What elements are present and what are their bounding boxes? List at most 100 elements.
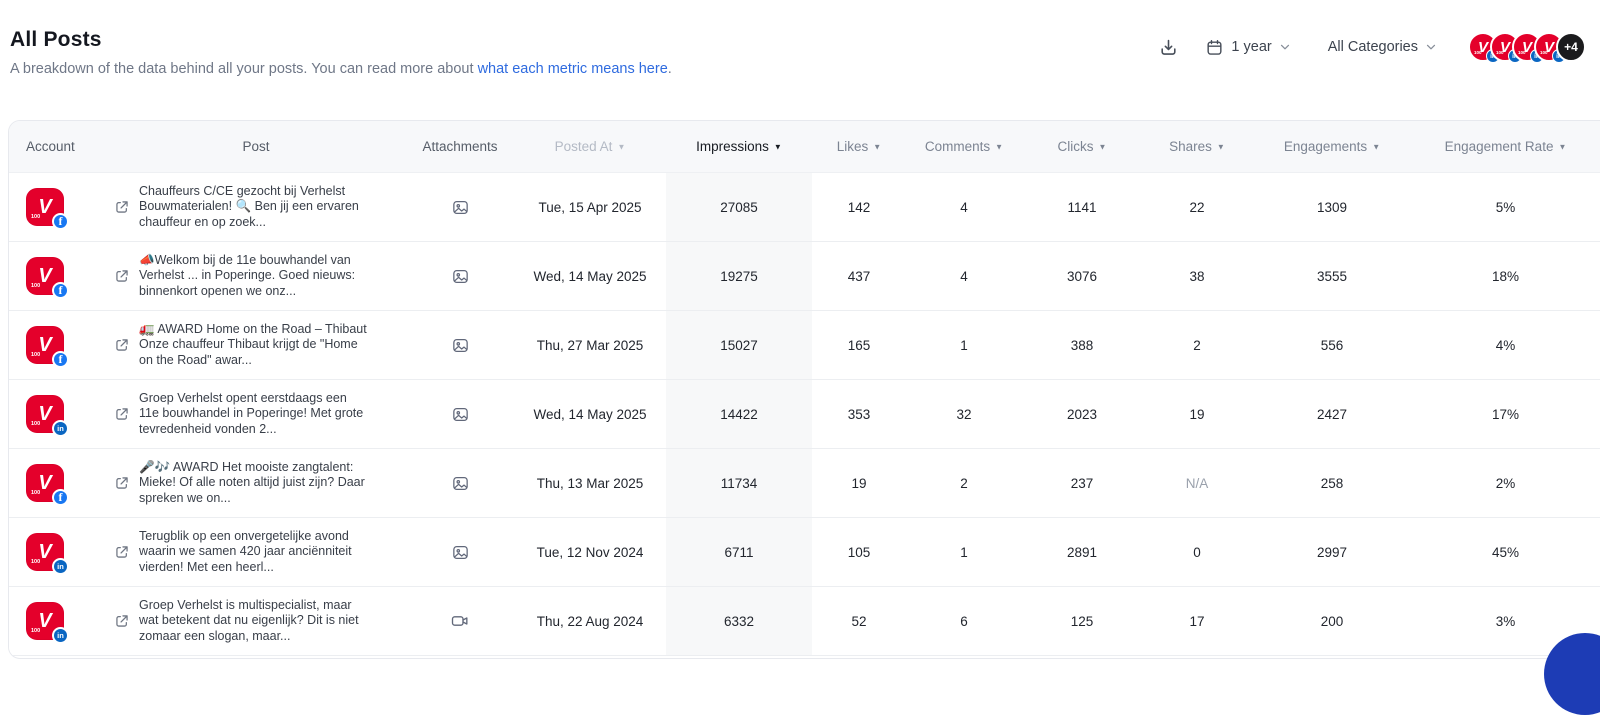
account-cell: V 100 in: [9, 518, 106, 586]
external-link-icon[interactable]: [114, 613, 130, 629]
sort-arrow-icon: ▼: [1558, 143, 1566, 152]
post-text[interactable]: 🎤🎶 AWARD Het mooiste zangtalent: Mieke! …: [139, 460, 367, 507]
post-cell: 🎤🎶 AWARD Het mooiste zangtalent: Mieke! …: [106, 449, 406, 517]
engagements-cell: 200: [1252, 587, 1412, 655]
verhelst-logo-subtext: 100: [31, 214, 40, 220]
column-header-engagements[interactable]: Engagements▼: [1252, 139, 1412, 154]
comments-cell: 1: [906, 311, 1022, 379]
engagement-rate-cell: 18%: [1412, 242, 1599, 310]
post-cell: Chauffeurs C/CE gezocht bij Verhelst Bou…: [106, 173, 406, 241]
column-label: Comments: [925, 139, 990, 154]
verhelst-logo: V: [38, 197, 51, 217]
post-text[interactable]: Groep Verhelst is multispecialist, maar …: [139, 598, 367, 645]
account-cell: V 100 in: [9, 587, 106, 655]
external-link-icon[interactable]: [114, 475, 130, 491]
category-filter-dropdown[interactable]: All Categories: [1328, 39, 1438, 55]
account-cell: V 100 f: [9, 311, 106, 379]
engagements-cell: 258: [1252, 449, 1412, 517]
post-cell: 📣Welkom bij de 11e bouwhandel van Verhel…: [106, 242, 406, 310]
external-link-icon[interactable]: [114, 199, 130, 215]
attachment-cell: [406, 518, 514, 586]
shares-cell: 0: [1142, 518, 1252, 586]
sort-arrow-icon: ▼: [1372, 143, 1380, 152]
post-cell: Terugblik op een onvergetelijke avond wa…: [106, 518, 406, 586]
column-header-engagement_rate[interactable]: Engagement Rate ▼: [1412, 139, 1599, 154]
facebook-badge-icon: f: [52, 489, 69, 506]
post-text[interactable]: Groep Verhelst opent eerstdaags een 11e …: [139, 391, 367, 438]
engagement-rate-cell: 5%: [1412, 173, 1599, 241]
post-cell: Groep Verhelst opent eerstdaags een 11e …: [106, 380, 406, 448]
account-cell: V 100 f: [9, 173, 106, 241]
header-controls: 1 year All Categories V100inV100inV100in…: [1158, 32, 1586, 62]
facebook-badge-icon: f: [52, 282, 69, 299]
clicks-cell: 388: [1022, 311, 1142, 379]
post-cell: 🚛 AWARD Home on the Road – Thibaut Onze …: [106, 311, 406, 379]
linkedin-badge-icon: in: [52, 420, 69, 437]
page-title: All Posts: [10, 28, 672, 52]
clicks-cell: 3076: [1022, 242, 1142, 310]
column-label: Clicks: [1058, 139, 1094, 154]
posted-at-cell: Tue, 15 Apr 2025: [514, 173, 666, 241]
column-label: Account: [26, 139, 75, 154]
impressions-cell: 6711: [666, 518, 812, 586]
category-filter-label: All Categories: [1328, 39, 1418, 55]
image-attachment-icon: [451, 267, 470, 286]
download-icon[interactable]: [1158, 37, 1179, 58]
shares-cell: N/A: [1142, 449, 1252, 517]
date-range-label: 1 year: [1231, 39, 1271, 55]
avatar-overflow-badge[interactable]: +4: [1556, 32, 1586, 62]
account-cell: V 100 f: [9, 449, 106, 517]
external-link-icon[interactable]: [114, 268, 130, 284]
post-text[interactable]: Chauffeurs C/CE gezocht bij Verhelst Bou…: [139, 184, 367, 231]
post-text[interactable]: Terugblik op een onvergetelijke avond wa…: [139, 529, 367, 576]
account-avatar: V 100 in: [26, 395, 64, 433]
account-avatar: V 100 in: [26, 533, 64, 571]
account-avatar: V 100 f: [26, 257, 64, 295]
verhelst-logo-subtext: 100: [31, 283, 40, 289]
shares-cell: 2: [1142, 311, 1252, 379]
engagement-rate-cell: 2%: [1412, 449, 1599, 517]
clicks-cell: 237: [1022, 449, 1142, 517]
clicks-cell: 2891: [1022, 518, 1142, 586]
column-header-post: Post: [106, 139, 406, 154]
date-range-dropdown[interactable]: 1 year: [1205, 38, 1291, 57]
account-cell: V 100 f: [9, 242, 106, 310]
image-attachment-icon: [451, 474, 470, 493]
column-header-posted_at[interactable]: Posted At▼: [514, 139, 666, 154]
column-header-comments[interactable]: Comments▼: [906, 139, 1022, 154]
column-label: Engagement Rate: [1445, 139, 1554, 154]
posted-at-cell: Wed, 14 May 2025: [514, 380, 666, 448]
column-header-shares[interactable]: Shares▼: [1142, 139, 1252, 154]
posted-at-cell: Thu, 27 Mar 2025: [514, 311, 666, 379]
post-text[interactable]: 🚛 AWARD Home on the Road – Thibaut Onze …: [139, 322, 367, 369]
sort-arrow-icon: ▼: [1099, 143, 1107, 152]
table-body: V 100 f Chauffeurs C/CE gezocht bij Verh…: [9, 173, 1600, 656]
video-attachment-icon: [450, 611, 470, 631]
engagements-cell: 3555: [1252, 242, 1412, 310]
impressions-cell: 19275: [666, 242, 812, 310]
subtitle-period: .: [668, 61, 672, 77]
table-row: V 100 f 🎤🎶 AWARD Het mooiste zangtalent:…: [9, 449, 1600, 518]
comments-cell: 6: [906, 587, 1022, 655]
account-cell: V 100 in: [9, 380, 106, 448]
post-text[interactable]: 📣Welkom bij de 11e bouwhandel van Verhel…: [139, 253, 367, 300]
column-header-impressions[interactable]: Impressions▼: [666, 139, 812, 154]
image-attachment-icon: [451, 336, 470, 355]
account-avatar-stack[interactable]: V100inV100inV100inV100in+4: [1468, 32, 1586, 62]
engagement-rate-cell: 4%: [1412, 311, 1599, 379]
metric-docs-link[interactable]: what each metric means here: [478, 61, 668, 77]
clicks-cell: 1141: [1022, 173, 1142, 241]
image-attachment-icon: [451, 198, 470, 217]
column-header-clicks[interactable]: Clicks ▼: [1022, 139, 1142, 154]
shares-cell: 38: [1142, 242, 1252, 310]
column-header-likes[interactable]: Likes▼: [812, 139, 906, 154]
external-link-icon[interactable]: [114, 406, 130, 422]
table-row: V 100 f 📣Welkom bij de 11e bouwhandel va…: [9, 242, 1600, 311]
linkedin-badge-icon: in: [52, 627, 69, 644]
external-link-icon[interactable]: [114, 544, 130, 560]
attachment-cell: [406, 380, 514, 448]
likes-cell: 165: [812, 311, 906, 379]
clicks-cell: 125: [1022, 587, 1142, 655]
external-link-icon[interactable]: [114, 337, 130, 353]
